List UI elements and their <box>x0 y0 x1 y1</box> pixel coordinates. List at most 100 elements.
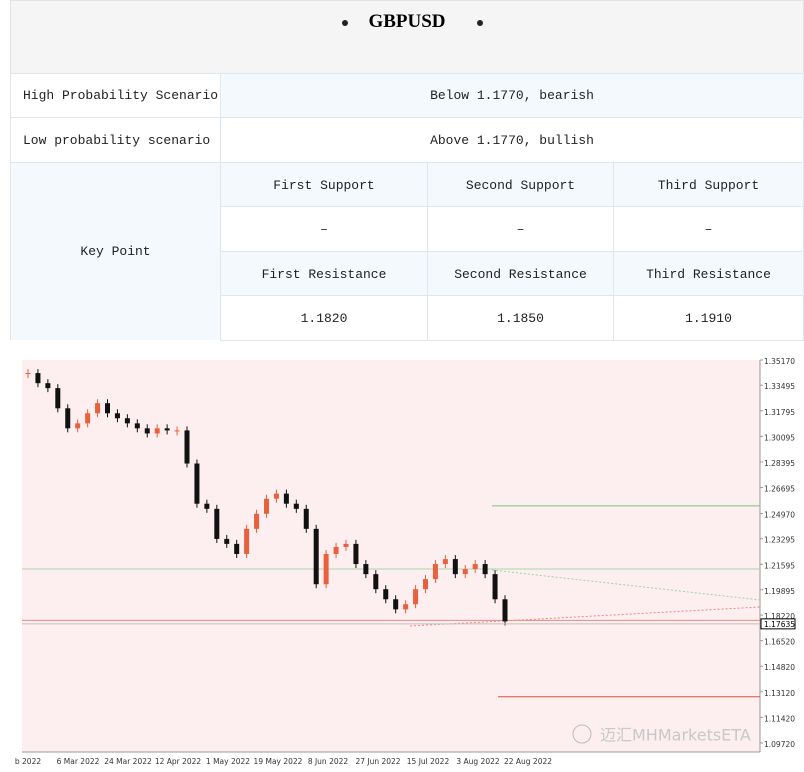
x-tick-label: b 2022 <box>15 757 41 766</box>
candle <box>114 413 120 419</box>
candle <box>283 493 289 504</box>
y-tick-label: 1.23295 <box>764 536 795 545</box>
x-tick-label: 6 Mar 2022 <box>57 757 100 766</box>
candle <box>164 428 170 431</box>
candle <box>264 498 269 514</box>
header: GBPUSD <box>10 0 804 74</box>
candle <box>144 428 150 434</box>
watermark: 迈汇MHMarketsETA <box>600 726 751 745</box>
x-tick-label: 12 Apr 2022 <box>155 757 202 766</box>
candle <box>254 513 260 529</box>
candle <box>35 373 41 384</box>
y-tick-label: 1.18220 <box>764 612 795 621</box>
candle <box>25 373 31 375</box>
candle <box>403 604 409 610</box>
candle <box>75 423 81 429</box>
row-label: Low probability scenario <box>10 117 221 163</box>
candle <box>174 430 180 432</box>
candle <box>452 559 458 575</box>
candle <box>492 574 498 600</box>
y-tick-label: 1.09720 <box>764 740 795 749</box>
bullet <box>342 20 348 26</box>
chart: 1.35170 1.33495 1.31795 1.30095 1.28395 1.266… <box>10 340 804 772</box>
plot-area <box>22 360 760 752</box>
key-point-cell: 1.1820 <box>220 295 428 341</box>
x-tick-label: 24 Mar 2022 <box>104 757 152 766</box>
candle <box>353 543 359 565</box>
candle <box>482 564 488 575</box>
candle <box>323 553 329 585</box>
candle <box>442 559 448 565</box>
key-point-cell: – <box>427 206 614 252</box>
y-tick-label: 1.13120 <box>764 689 795 698</box>
candle <box>273 493 279 499</box>
y-tick-label: 1.30095 <box>764 433 795 442</box>
y-tick-label: 1.19895 <box>764 587 795 596</box>
candle <box>234 543 240 554</box>
candle <box>134 423 140 429</box>
x-tick-label: 1 May 2022 <box>206 757 250 766</box>
candle <box>154 428 160 434</box>
candle <box>105 403 110 414</box>
candle <box>303 508 309 529</box>
x-tick-label: 27 Jun 2022 <box>355 757 400 766</box>
key-point-label: Key Point <box>10 162 221 341</box>
candle <box>373 574 379 590</box>
candle <box>55 388 61 409</box>
candle <box>244 528 250 554</box>
y-tick-label: 1.16520 <box>764 638 795 647</box>
candle <box>45 383 51 389</box>
y-tick-label: 1.14820 <box>764 663 795 672</box>
row-label: High Probability Scenario <box>10 73 221 118</box>
key-point-cell: First Resistance <box>220 251 428 297</box>
bullet <box>477 20 483 26</box>
candle <box>413 589 419 605</box>
y-tick-label: 1.31795 <box>764 408 795 417</box>
candle <box>343 543 349 547</box>
key-point-cell: – <box>220 206 428 252</box>
candle <box>472 564 478 570</box>
y-tick-label: 1.28395 <box>764 459 795 468</box>
key-point-cell: First Support <box>220 162 428 208</box>
key-point-cell: Third Support <box>613 162 804 208</box>
trend-line <box>491 569 761 601</box>
candle <box>333 546 339 554</box>
key-point-cell: 1.1850 <box>427 295 614 341</box>
key-point-cell: 1.1910 <box>613 295 804 341</box>
y-tick-label: 1.11420 <box>764 714 795 723</box>
candle <box>184 430 190 464</box>
watermark-icon <box>572 724 592 744</box>
candle <box>462 569 468 575</box>
x-tick-label: 8 Jun 2022 <box>308 757 349 766</box>
candle <box>383 589 389 600</box>
candle <box>65 408 71 429</box>
y-tick-label: 1.33495 <box>764 382 795 391</box>
candle <box>214 508 220 539</box>
candle <box>502 599 508 622</box>
key-point-cell: Second Support <box>427 162 614 208</box>
y-tick-label: 1.24970 <box>764 510 795 519</box>
x-tick-label: 3 Aug 2022 <box>456 757 499 766</box>
row-value: Below 1.1770, bearish <box>220 73 804 118</box>
key-point-cell: Second Resistance <box>427 251 614 297</box>
key-point-cell: – <box>613 206 804 252</box>
candle <box>95 403 101 414</box>
candle <box>393 599 399 610</box>
candle <box>194 463 200 504</box>
key-point-cell: Third Resistance <box>613 251 804 297</box>
candle <box>85 413 91 424</box>
trend-line <box>409 606 761 627</box>
x-tick-label: 22 Aug 2022 <box>504 757 552 766</box>
candle <box>124 418 130 424</box>
candle <box>204 503 210 509</box>
x-tick-label: 15 Jul 2022 <box>407 757 450 766</box>
row-value: Above 1.1770, bullish <box>220 117 804 163</box>
candle <box>363 564 369 575</box>
candle <box>224 538 230 544</box>
x-tick-label: 19 May 2022 <box>254 757 303 766</box>
y-tick-label: 1.35170 <box>764 357 795 366</box>
y-tick-label: 1.21595 <box>764 561 795 570</box>
current-price-box <box>760 618 796 630</box>
candle <box>432 564 438 580</box>
